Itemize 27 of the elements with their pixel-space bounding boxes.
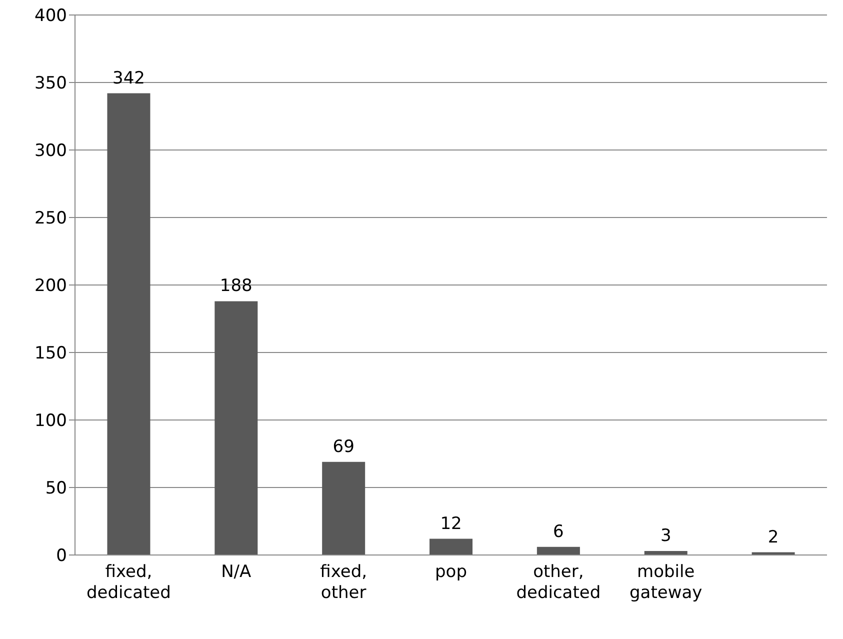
y-tick-label: 350 bbox=[34, 74, 67, 94]
y-tick-label: 250 bbox=[34, 208, 67, 229]
bar bbox=[214, 301, 258, 555]
x-tick-label: fixed, other bbox=[320, 562, 368, 603]
data-label: 12 bbox=[440, 514, 462, 534]
data-label: 3 bbox=[660, 526, 672, 546]
bar bbox=[322, 462, 366, 555]
bar bbox=[430, 538, 473, 555]
y-tick-label: 200 bbox=[34, 276, 67, 296]
x-tick-label: other, dedicated bbox=[516, 562, 601, 603]
bar bbox=[107, 93, 150, 555]
y-tick-label: 0 bbox=[56, 546, 67, 566]
data-label: 6 bbox=[553, 522, 564, 542]
data-label: 188 bbox=[220, 276, 252, 296]
x-tick-label: fixed, dedicated bbox=[86, 562, 171, 603]
x-tick-label: mobile gateway bbox=[630, 562, 702, 603]
bar bbox=[536, 546, 580, 555]
y-tick-label: 300 bbox=[34, 141, 67, 162]
data-label: 2 bbox=[768, 527, 779, 548]
data-label: 69 bbox=[332, 436, 354, 457]
y-tick-label: 400 bbox=[34, 6, 67, 26]
y-tick-label: 50 bbox=[45, 478, 67, 499]
data-label: 342 bbox=[112, 68, 145, 88]
x-tick-label: pop bbox=[435, 562, 467, 582]
x-tick-label: N/A bbox=[221, 562, 252, 582]
y-tick-label: 150 bbox=[34, 344, 67, 364]
y-tick-label: 100 bbox=[34, 411, 67, 432]
